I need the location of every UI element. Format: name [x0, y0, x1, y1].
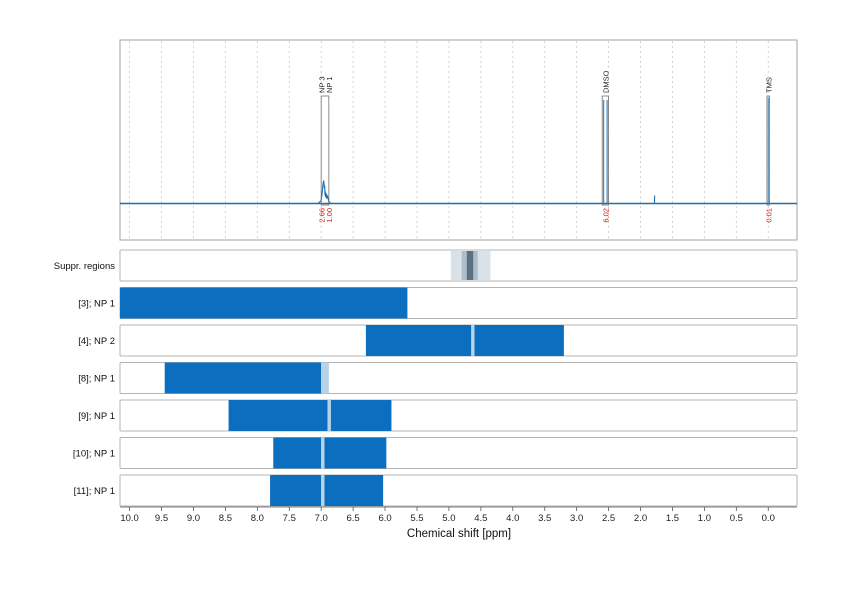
panel-frame — [119, 399, 798, 432]
x-tick-label: 7.0 — [315, 513, 328, 524]
range-bar — [270, 475, 322, 506]
panel-frame — [119, 474, 798, 507]
range-panels: Suppr. regions [3]; NP 1 [4]; NP 2 [8]; NP … — [54, 249, 798, 507]
x-tick-label: 6.0 — [378, 513, 391, 524]
x-axis: 10.0 9.5 9.0 8.5 8.0 7.5 7.0 6.5 6.0 5.5 5.0 4.5 4.0… — [120, 506, 797, 524]
peak-box — [766, 95, 770, 206]
row-label: [10]; NP 1 — [73, 449, 115, 460]
row-label: [4]; NP 2 — [78, 336, 115, 347]
x-tick-label: 9.0 — [187, 513, 200, 524]
spectrum-peak-aromatic — [317, 180, 332, 204]
x-tick-label: 0.0 — [762, 513, 775, 524]
x-tick-label: 5.5 — [410, 513, 423, 524]
range-bar — [164, 362, 322, 394]
peak-label: TMS — [764, 77, 773, 93]
x-tick-label: 0.5 — [730, 513, 743, 524]
integral-value: 2.66 — [317, 208, 326, 223]
x-tick-label: 10.0 — [120, 513, 139, 524]
spectrum-panel: NP 3NP 1 2.661.00 DMSO 6.02 TMS 0.01 — [119, 39, 798, 241]
row-label: [3]; NP 1 — [78, 299, 115, 310]
range-bar — [365, 325, 472, 356]
x-tick-label: 9.5 — [155, 513, 168, 524]
x-axis-title: Chemical shift [ppm] — [407, 528, 511, 540]
x-tick-label: 3.5 — [538, 513, 551, 524]
range-bar — [120, 287, 408, 319]
range-bar — [228, 400, 328, 431]
range-bar — [273, 437, 322, 469]
x-tick-label: 8.5 — [219, 513, 232, 524]
x-tick-label: 1.5 — [666, 513, 679, 524]
x-tick-label: 6.5 — [347, 513, 360, 524]
row-label: Suppr. regions — [54, 261, 116, 272]
x-tick-label: 4.0 — [506, 513, 519, 524]
peak-box — [320, 95, 330, 206]
suppr-region-inner — [466, 251, 474, 280]
peak-label: NP 3 — [317, 76, 326, 93]
peak-label: NP 1 — [325, 76, 334, 93]
peak-label: DMSO — [601, 70, 610, 93]
x-tick-label: 1.0 — [698, 513, 711, 524]
x-tick-label: 7.5 — [283, 513, 296, 524]
row-label: [9]; NP 1 — [78, 411, 115, 422]
x-tick-label: 8.0 — [251, 513, 264, 524]
x-tick-label: 2.0 — [634, 513, 647, 524]
x-tick-label: 3.0 — [570, 513, 583, 524]
range-overlap — [321, 362, 329, 394]
x-tick-label: 2.5 — [602, 513, 615, 524]
range-overlap — [471, 325, 475, 356]
range-bar — [324, 437, 387, 469]
x-tick-label: 5.0 — [442, 513, 455, 524]
spectrum-frame — [119, 39, 798, 241]
integral-value: 1.00 — [325, 208, 334, 223]
row-label: [8]; NP 1 — [78, 374, 115, 385]
peak-box — [601, 95, 609, 206]
integral-value: 6.02 — [601, 208, 610, 223]
range-overlap — [327, 400, 331, 431]
range-bar — [474, 325, 564, 356]
x-tick-label: 4.5 — [474, 513, 487, 524]
row-label: [11]; NP 1 — [74, 486, 115, 497]
range-overlap — [321, 437, 325, 469]
range-bar — [330, 400, 392, 431]
range-bar — [324, 475, 384, 506]
integral-value: 0.01 — [764, 208, 773, 223]
panel-frame — [119, 437, 798, 469]
range-overlap — [321, 475, 325, 506]
